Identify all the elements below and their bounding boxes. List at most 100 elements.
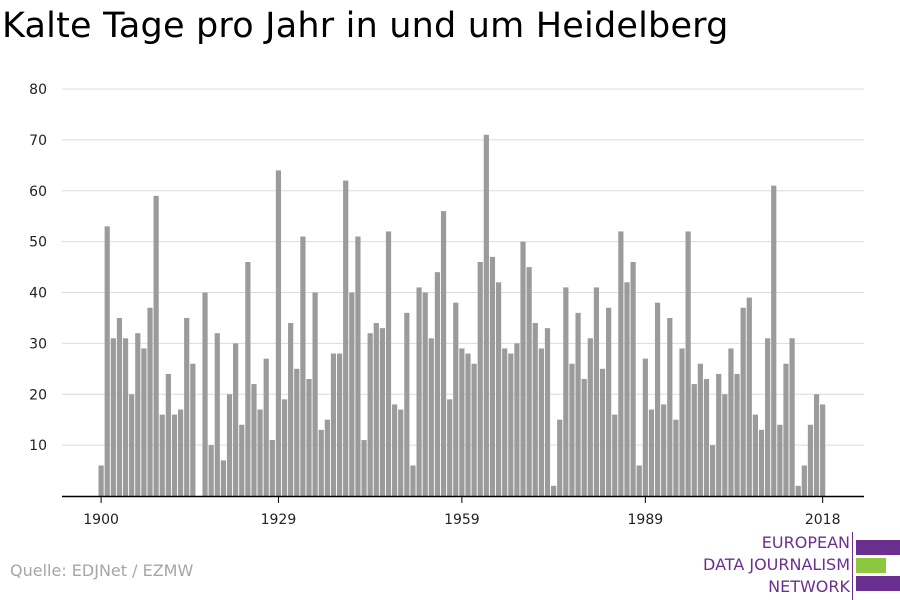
bar-1997: [691, 384, 697, 496]
bar-1922: [233, 343, 239, 497]
bar-1927: [263, 358, 269, 496]
bar-1907: [141, 348, 147, 496]
bar-2017: [813, 394, 820, 496]
bar-1972: [538, 348, 544, 496]
y-tick-label-80: 80: [29, 82, 47, 98]
bar-1998: [697, 363, 703, 496]
edjnet-logo: EUROPEAN DATA JOURNALISM NETWORK: [700, 532, 900, 600]
bar-1904: [122, 338, 129, 496]
bar-2012: [783, 363, 789, 496]
x-axis-ticks: 1900 1929 1959 1989 2018: [83, 497, 840, 528]
bar-1957: [447, 399, 453, 496]
bar-1938: [330, 353, 337, 496]
bar-2000: [710, 445, 716, 497]
page-title: Kalte Tage pro Jahr in und um Heidelberg: [2, 6, 729, 46]
bar-1973: [544, 328, 551, 496]
logo-line-3: NETWORK: [768, 577, 850, 596]
bar-1937: [324, 419, 330, 496]
bar-1950: [404, 312, 410, 496]
bar-2005: [740, 307, 746, 496]
bar-1977: [569, 363, 575, 496]
bar-1943: [361, 440, 367, 496]
logo-bar-top: [856, 540, 900, 555]
bar-1951: [410, 465, 416, 496]
x-tick-label-1959: 1959: [444, 512, 480, 528]
bar-1900: [98, 465, 104, 496]
bar-1903: [116, 317, 123, 496]
bar-1913: [178, 409, 184, 496]
y-axis-tick-labels: 10 20 30 40 50 60 70 80: [29, 82, 47, 454]
bar-1996: [685, 231, 691, 496]
bar-2015: [801, 465, 807, 496]
bar-1999: [703, 378, 710, 496]
bar-1945: [373, 323, 379, 496]
bar-1932: [294, 368, 300, 496]
source-note: Quelle: EDJNet / EZMW: [10, 561, 194, 580]
bar-1920: [220, 460, 226, 496]
bar-1919: [214, 333, 220, 496]
bar-1994: [673, 419, 679, 496]
bar-1939: [336, 353, 343, 496]
bar-1984: [612, 414, 618, 496]
logo-bar-bottom: [856, 576, 900, 591]
bar-1901: [104, 226, 110, 497]
bar-1929: [275, 170, 282, 496]
bar-1954: [428, 338, 434, 496]
x-tick-label-2018: 2018: [805, 512, 841, 528]
bar-1915: [190, 363, 196, 496]
y-tick-label-10: 10: [29, 438, 47, 454]
y-tick-label-60: 60: [29, 184, 47, 200]
x-tick-label-1900: 1900: [83, 512, 119, 528]
bar-1910: [159, 414, 165, 496]
bar-1941: [349, 292, 355, 496]
bar-1990: [648, 409, 655, 496]
bar-1968: [514, 343, 520, 497]
bar-2001: [716, 373, 722, 496]
bar-2011: [777, 424, 783, 496]
y-tick-label-40: 40: [29, 286, 47, 302]
bar-2014: [795, 485, 801, 496]
bar-2003: [728, 348, 734, 496]
bar-1956: [440, 211, 447, 496]
bar-1930: [281, 399, 288, 496]
bar-1993: [667, 317, 673, 496]
bar-1905: [129, 394, 135, 496]
bar-1964: [489, 256, 496, 496]
bar-1961: [471, 363, 477, 496]
bar-1906: [135, 333, 141, 496]
bar-1988: [636, 465, 642, 496]
x-tick-label-1929: 1929: [261, 512, 297, 528]
bar-1958: [453, 302, 459, 496]
bar-1987: [630, 261, 636, 496]
bar-1962: [477, 261, 483, 496]
bar-1926: [257, 409, 263, 496]
logo-wordmark: EUROPEAN DATA JOURNALISM NETWORK: [703, 532, 850, 598]
bar-1952: [416, 287, 422, 496]
bar-1995: [679, 348, 685, 496]
y-tick-label-20: 20: [29, 387, 47, 403]
bar-1986: [624, 282, 630, 496]
bar-1909: [153, 195, 159, 496]
bar-1911: [165, 373, 171, 496]
bar-1985: [618, 231, 624, 496]
bar-1979: [581, 378, 587, 496]
bar-2010: [771, 185, 777, 496]
bar-1947: [385, 231, 392, 496]
bar-2009: [765, 338, 771, 496]
bar-1970: [526, 267, 532, 496]
logo-line-2: DATA JOURNALISM: [703, 555, 850, 574]
bar-1928: [269, 440, 275, 496]
bar-1963: [483, 134, 489, 497]
x-tick-label-1989: 1989: [628, 512, 664, 528]
y-tick-label-50: 50: [29, 235, 47, 251]
bar-1983: [606, 307, 612, 496]
bar-1924: [245, 261, 251, 496]
bar-1980: [587, 338, 593, 496]
y-tick-label-70: 70: [29, 133, 47, 149]
bar-1934: [306, 378, 312, 496]
y-tick-label-30: 30: [29, 336, 47, 352]
bar-2018: [820, 404, 826, 496]
bar-1966: [502, 348, 508, 496]
bar-2006: [746, 297, 752, 496]
